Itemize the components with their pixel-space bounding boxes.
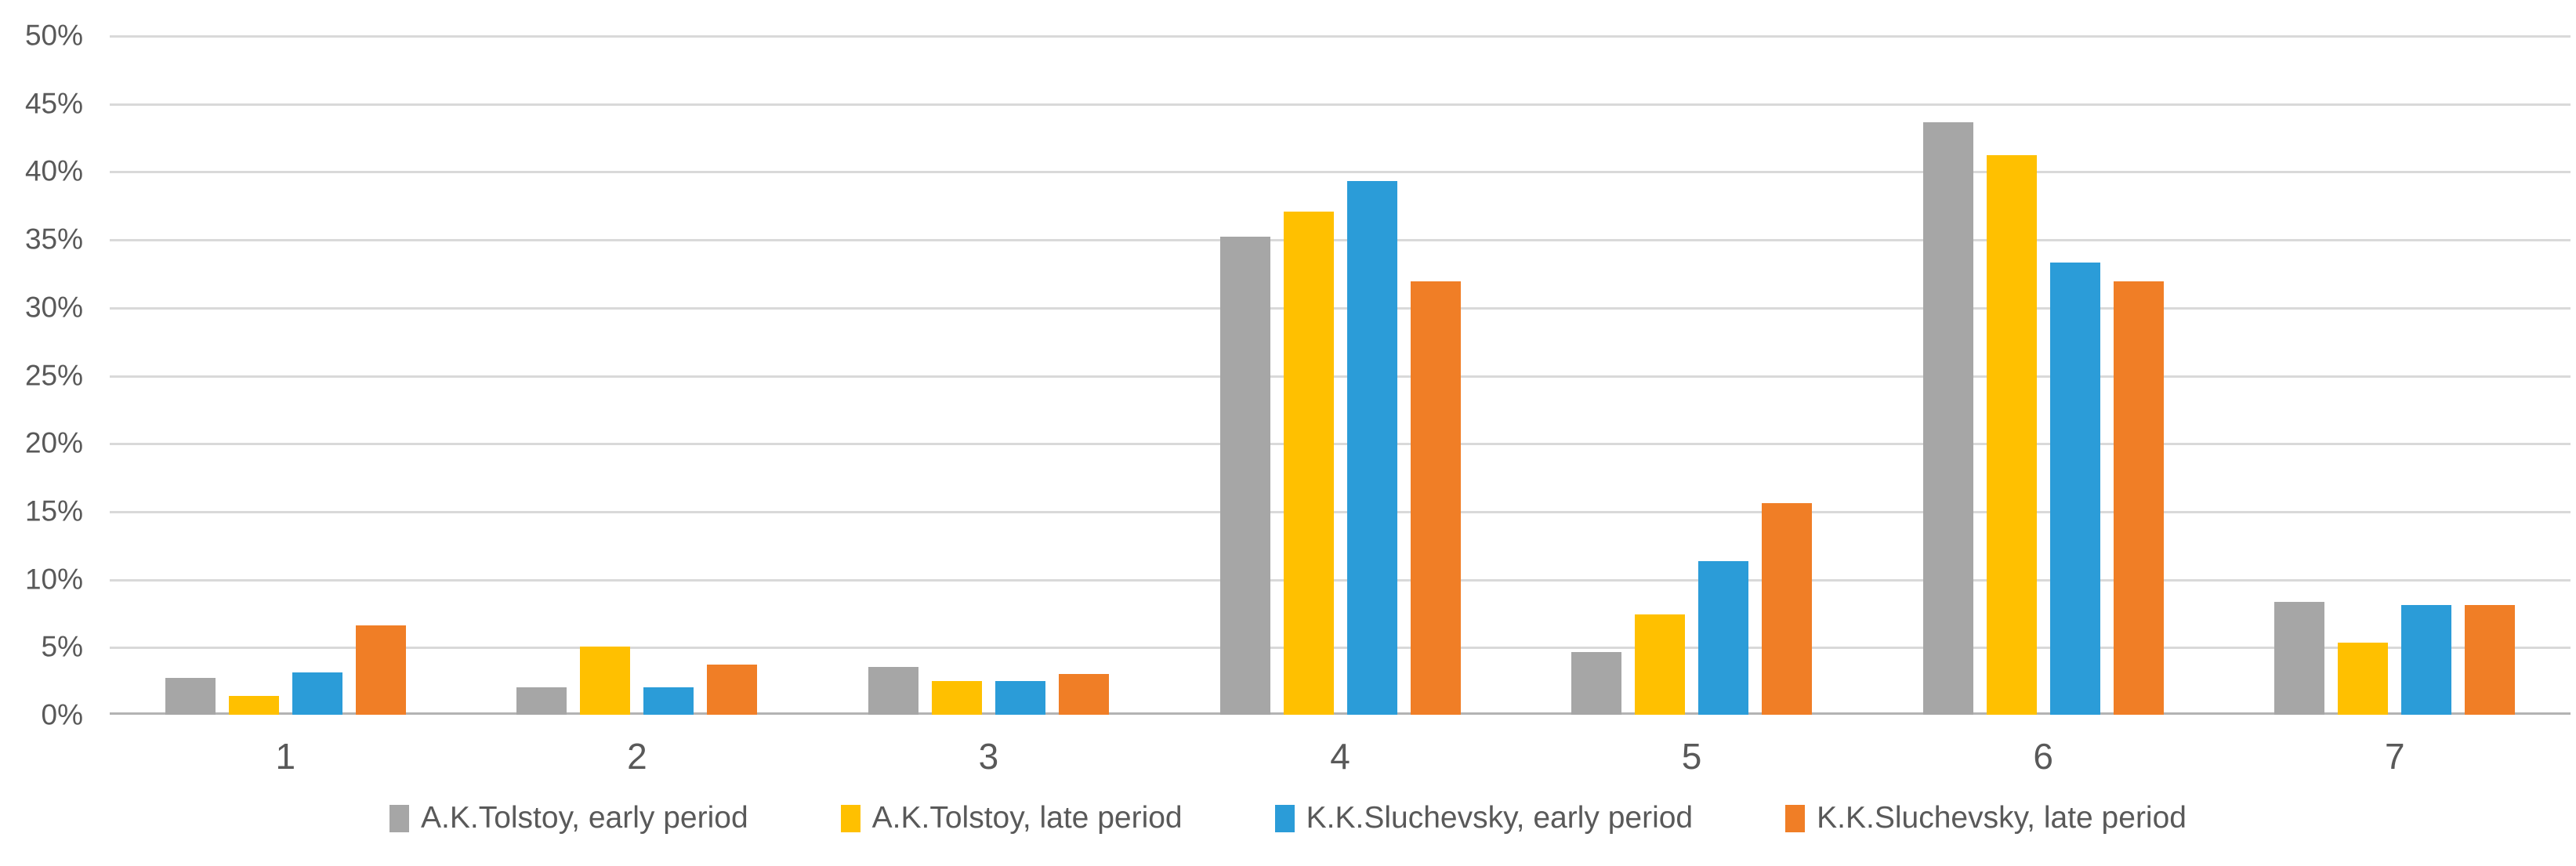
bar	[707, 664, 758, 715]
bar	[1410, 281, 1461, 715]
legend-swatch-icon	[1785, 804, 1806, 832]
bar	[931, 680, 982, 715]
gridline	[110, 35, 2571, 38]
bar-groups	[110, 35, 2571, 715]
bar	[165, 678, 216, 715]
x-axis: 1 2 3 4 5 6 7	[110, 735, 2571, 777]
bar-group-5	[1516, 35, 1868, 715]
y-tick-label: 15%	[24, 495, 83, 527]
y-tick-label: 50%	[24, 19, 83, 52]
bar	[1922, 121, 1973, 715]
gridline	[110, 171, 2571, 174]
bar-group-3	[813, 35, 1165, 715]
gridline	[110, 239, 2571, 242]
y-tick-label: 10%	[24, 563, 83, 596]
bar	[1058, 673, 1109, 715]
bar	[1571, 652, 1622, 715]
gridline	[110, 103, 2571, 106]
gridline	[110, 375, 2571, 378]
bar-group-7	[2219, 35, 2571, 715]
bar	[643, 687, 694, 715]
bar	[228, 695, 279, 715]
y-tick-label: 20%	[24, 426, 83, 459]
bar	[995, 680, 1045, 715]
x-category-label: 2	[627, 736, 647, 777]
gridline	[110, 306, 2571, 310]
legend-item: A.K.Tolstoy, late period	[840, 801, 1183, 835]
bar-group-4	[1165, 35, 1516, 715]
bar	[1219, 236, 1270, 715]
bar	[1635, 614, 1686, 715]
gridline	[110, 578, 2571, 582]
y-tick-label: 45%	[24, 87, 83, 120]
legend-item: K.K.Sluchevsky, early period	[1274, 801, 1694, 835]
y-tick-label: 35%	[24, 223, 83, 255]
bar-group-6	[1868, 35, 2219, 715]
gridline	[110, 647, 2571, 650]
x-category-label: 1	[275, 736, 296, 777]
x-category-label: 3	[978, 736, 999, 777]
bar	[516, 687, 567, 715]
bar	[868, 667, 918, 715]
x-axis-baseline	[110, 712, 2571, 715]
y-tick-label: 40%	[24, 154, 83, 187]
legend-swatch-icon	[389, 804, 409, 832]
x-category-label: 5	[1681, 736, 1702, 777]
bar	[2465, 604, 2516, 715]
x-category-label: 4	[1330, 736, 1350, 777]
legend-swatch-icon	[840, 804, 860, 832]
legend-item: A.K.Tolstoy, early period	[389, 801, 748, 835]
bar	[2113, 281, 2164, 715]
x-category-label: 7	[2384, 736, 2405, 777]
bar	[292, 672, 342, 715]
bar-group-1	[110, 35, 462, 715]
y-tick-label: 0%	[41, 698, 83, 731]
y-axis: 50% 45% 40% 35% 30% 25% 20% 15% 10% 5% 0%	[0, 21, 83, 730]
bar	[355, 625, 406, 715]
bar	[2274, 602, 2325, 715]
legend: A.K.Tolstoy, early period A.K.Tolstoy, la…	[0, 801, 2576, 835]
plot-area	[110, 35, 2571, 715]
bar	[1986, 154, 2037, 715]
legend-label: A.K.Tolstoy, early period	[421, 801, 748, 835]
bar	[580, 647, 631, 715]
y-tick-label: 25%	[24, 359, 83, 391]
y-tick-label: 5%	[41, 630, 83, 663]
legend-item: K.K.Sluchevsky, late period	[1785, 801, 2187, 835]
y-tick-label: 30%	[24, 291, 83, 324]
bar	[1283, 212, 1334, 715]
bar	[2338, 643, 2389, 715]
legend-label: K.K.Sluchevsky, late period	[1817, 801, 2187, 835]
bar	[2401, 604, 2452, 715]
gridline	[110, 510, 2571, 513]
gridline	[110, 443, 2571, 446]
legend-label: K.K.Sluchevsky, early period	[1306, 801, 1694, 835]
bar	[1346, 180, 1397, 715]
bar-group-2	[462, 35, 813, 715]
bar	[2049, 262, 2100, 715]
legend-swatch-icon	[1274, 804, 1295, 832]
bar	[1698, 561, 1749, 715]
legend-label: A.K.Tolstoy, late period	[871, 801, 1183, 835]
bar	[1762, 502, 1813, 715]
x-category-label: 6	[2033, 736, 2053, 777]
